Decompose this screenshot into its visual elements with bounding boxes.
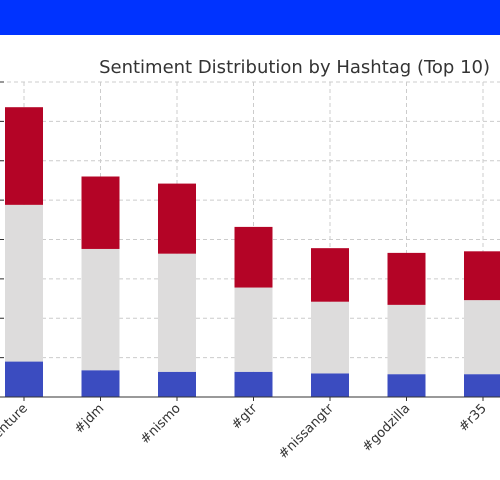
bar-segment-1	[234, 287, 273, 372]
bar-segment-0	[5, 361, 43, 397]
bar-segment-0	[158, 371, 196, 397]
bar-segment-2	[234, 226, 273, 288]
chart-title: Sentiment Distribution by Hashtag (Top 1…	[99, 57, 490, 78]
bar-segment-1	[311, 301, 349, 374]
bar-segment-2	[5, 107, 43, 205]
bar-segment-0	[311, 373, 349, 397]
bar-segment-2	[387, 252, 426, 305]
x-tick-label: #gtr	[229, 401, 261, 433]
bar-segment-0	[387, 374, 426, 397]
x-tick-label: #nissangtr	[276, 401, 337, 462]
bar-segment-2	[158, 183, 196, 254]
bar-segment-0	[234, 371, 273, 397]
bar-segment-0	[464, 374, 500, 397]
x-tick-label: #godzilla	[360, 401, 414, 455]
bar-segment-1	[81, 248, 120, 371]
x-tick-label: #nissanadventure	[0, 401, 31, 480]
bar-segment-2	[311, 248, 349, 302]
bar-segment-2	[81, 176, 120, 249]
x-tick-label: #jdm	[72, 401, 108, 437]
bar-segment-1	[5, 204, 43, 362]
bar-segment-0	[81, 370, 120, 397]
bar-segment-1	[464, 300, 500, 375]
x-tick-label: #r35	[456, 401, 490, 435]
x-tick-label: #nismo	[138, 401, 184, 447]
bar-segment-1	[387, 304, 426, 375]
bar-segment-1	[158, 253, 196, 372]
bar-segment-2	[464, 251, 500, 301]
top-banner	[0, 0, 500, 35]
